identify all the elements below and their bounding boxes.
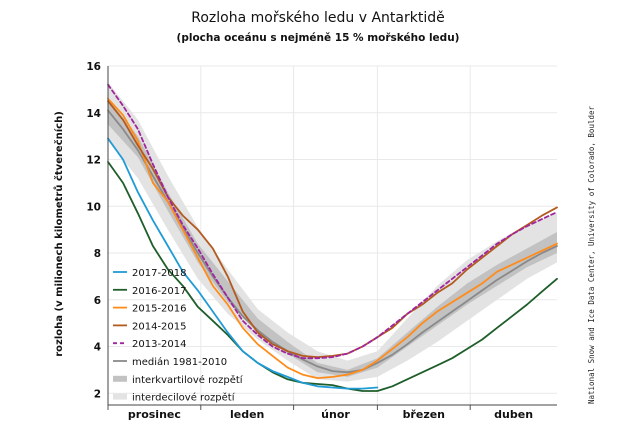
legend-label: interdecilové rozpětí: [132, 392, 236, 404]
x-tick-label: duben: [494, 408, 533, 421]
series-line-2016-2017: [107, 160, 558, 392]
y-tick-label: 10: [86, 201, 101, 213]
x-tick-label: prosinec: [128, 408, 181, 421]
series-line-2013-2014: [107, 83, 558, 360]
chart-title: Rozloha mořského ledu v Antarktidě: [191, 10, 444, 26]
legend: 2017-2018 2016-2017 2015-2016 2014-2015 2013…: [113, 268, 244, 404]
data-source-credit: National Snow and Ice Data Center, Unive…: [587, 106, 596, 404]
series-line-2015-2016: [107, 97, 558, 380]
y-tick-label: 4: [94, 342, 101, 354]
legend-label: 2016-2017: [132, 286, 187, 297]
y-tick-label: 16: [86, 61, 101, 73]
y-tick-label: 14: [86, 108, 101, 120]
legend-label: 2014-2015: [132, 321, 187, 332]
axes: [107, 66, 557, 406]
y-tick-label: 8: [94, 248, 101, 260]
legend-label: interkvartilové rozpětí: [132, 374, 244, 386]
y-tick-label: 6: [94, 295, 101, 307]
series-line-2014-2015: [107, 100, 558, 359]
legend-label: 2015-2016: [132, 304, 187, 315]
legend-label: 2017-2018: [132, 268, 187, 279]
y-tick-label: 12: [86, 155, 101, 167]
range-bands: [108, 82, 557, 382]
series-lines: [107, 83, 558, 392]
x-tick-label: leden: [230, 408, 264, 421]
x-tick-label: březen: [403, 408, 445, 421]
plot-area: [107, 65, 558, 410]
chart-subtitle: (plocha oceánu s nejméně 15 % mořského l…: [177, 32, 460, 44]
grid: [107, 65, 557, 410]
legend-label: medián 1981-2010: [132, 356, 227, 368]
x-tick-labels: prosinec leden únor březen duben: [128, 408, 533, 421]
interdecile-band: [108, 82, 557, 382]
y-tick-labels: 2 4 6 8 10 12 14 16: [86, 61, 101, 400]
legend-label: 2013-2014: [132, 339, 187, 350]
y-axis-label: rozloha (v milionech kilometrů čtvereční…: [52, 111, 65, 357]
series-line-2017-2018: [107, 137, 379, 390]
y-tick-label: 2: [94, 388, 101, 400]
series-line-medi-n-1981-2010: [107, 109, 558, 374]
x-tick-label: únor: [321, 408, 350, 421]
